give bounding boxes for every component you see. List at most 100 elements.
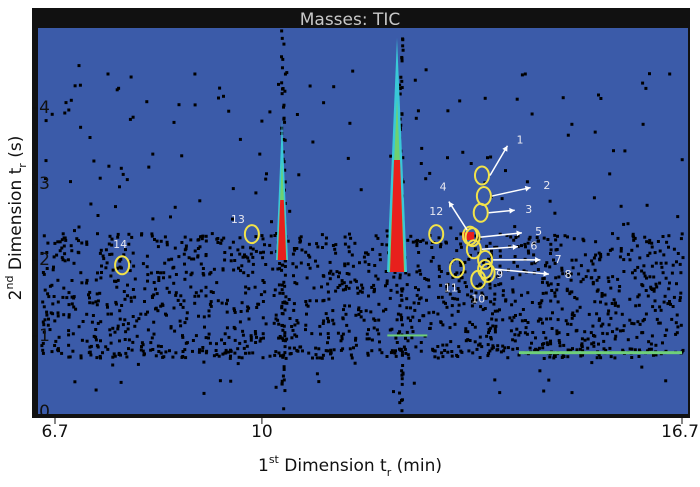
noise-dot [628, 318, 632, 322]
noise-dot [198, 199, 202, 203]
noise-dot [131, 315, 135, 318]
noise-dot [326, 349, 330, 353]
noise-dot [249, 336, 253, 339]
noise-dot [347, 286, 351, 290]
noise-dot [373, 264, 377, 267]
peak-label: 4 [440, 181, 447, 194]
noise-dot [499, 271, 503, 275]
noise-dot [450, 304, 454, 308]
noise-dot [510, 319, 514, 323]
noise-dot [110, 237, 114, 241]
noise-dot [283, 259, 287, 263]
noise-dot [567, 273, 571, 277]
noise-dot [622, 222, 626, 226]
noise-dot [595, 356, 599, 360]
noise-dot [81, 320, 85, 323]
noise-dot [370, 285, 374, 289]
noise-dot [89, 353, 93, 357]
noise-dot [493, 330, 497, 334]
noise-dot [99, 356, 102, 360]
noise-dot [317, 347, 321, 351]
noise-dot [620, 312, 624, 316]
noise-dot [264, 177, 268, 181]
noise-dot [318, 324, 322, 328]
noise-dot [441, 355, 445, 359]
noise-dot [304, 328, 307, 332]
noise-dot [619, 329, 622, 333]
noise-dot [177, 103, 181, 107]
noise-dot [47, 295, 51, 299]
noise-dot [439, 320, 443, 324]
noise-dot [667, 245, 670, 249]
noise-dot [653, 299, 657, 303]
noise-dot [592, 341, 596, 345]
noise-dot [417, 288, 420, 292]
noise-dot [562, 343, 566, 347]
noise-dot [154, 354, 158, 358]
noise-dot [284, 356, 288, 360]
noise-dot [597, 275, 601, 279]
noise-dot [197, 238, 201, 242]
noise-dot [446, 109, 450, 113]
noise-dot [226, 350, 230, 354]
noise-dot [580, 345, 584, 349]
noise-dot [346, 156, 350, 160]
noise-dot [122, 290, 126, 293]
noise-dot [357, 308, 360, 312]
noise-dot [549, 299, 553, 303]
noise-dot [459, 242, 463, 246]
noise-dot [73, 380, 77, 384]
peak-core [277, 200, 287, 260]
noise-dot [87, 293, 90, 297]
noise-dot [644, 289, 648, 292]
noise-dot [108, 234, 112, 238]
noise-dot [113, 354, 117, 358]
noise-dot [489, 155, 493, 159]
noise-dot [273, 234, 277, 237]
noise-dot [446, 272, 450, 276]
noise-dot [558, 344, 562, 348]
noise-dot [401, 372, 405, 376]
noise-dot [498, 249, 502, 253]
noise-dot [46, 241, 50, 245]
peak-marker [477, 249, 494, 270]
noise-dot [242, 271, 246, 275]
noise-dot [343, 264, 347, 268]
noise-dot [508, 316, 512, 320]
noise-dot [168, 275, 172, 279]
noise-dot [498, 391, 502, 395]
noise-dot [544, 336, 548, 340]
noise-dot [281, 374, 285, 378]
noise-dot [653, 308, 657, 312]
noise-dot [509, 235, 513, 239]
noise-dot [116, 266, 120, 270]
noise-dot [427, 285, 431, 289]
noise-dot [377, 302, 381, 306]
noise-dot [162, 276, 165, 280]
noise-dot [566, 322, 569, 326]
noise-dot [386, 234, 390, 238]
noise-dot [549, 339, 552, 343]
noise-dot [191, 349, 194, 353]
y-axis-title: 2nd Dimension tr (s) [3, 136, 29, 301]
noise-dot [616, 236, 620, 240]
noise-dot [433, 355, 437, 359]
noise-dot [104, 266, 108, 270]
noise-dot [406, 238, 410, 242]
noise-dot [555, 248, 559, 251]
noise-dot [511, 338, 515, 342]
noise-dot [274, 313, 278, 317]
noise-dot [152, 332, 156, 336]
noise-dot [493, 292, 497, 296]
noise-dot [566, 235, 569, 239]
noise-dot [202, 360, 206, 364]
noise-dot [136, 362, 140, 366]
noise-dot [431, 256, 435, 259]
noise-dot [553, 261, 557, 265]
y-tick-label: 1 [39, 326, 50, 346]
noise-dot [337, 275, 340, 279]
noise-dot [88, 301, 92, 305]
arrow-head [543, 270, 549, 277]
noise-dot [474, 234, 478, 238]
noise-dot [648, 275, 652, 279]
